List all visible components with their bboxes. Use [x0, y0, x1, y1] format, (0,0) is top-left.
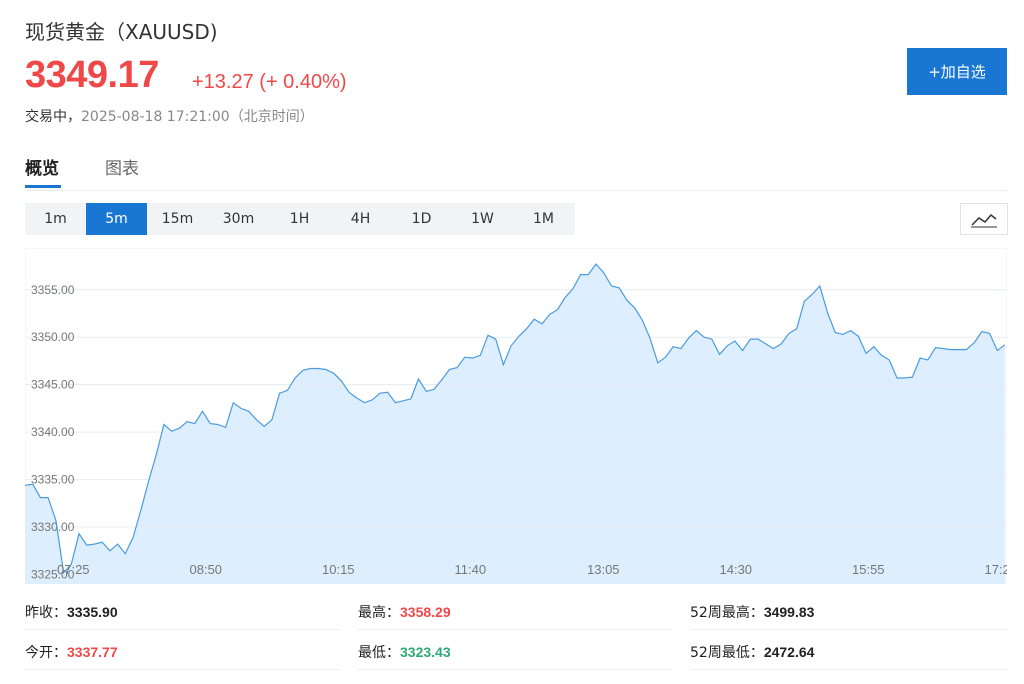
divider — [358, 629, 673, 630]
timestamp: 2025-08-18 17:21:00（北京时间） — [81, 109, 314, 125]
period-1mo[interactable]: 1M — [533, 211, 554, 227]
stat-label: 昨收： — [25, 605, 67, 621]
period-selector: 1m 5m 15m 30m 1H 4H 1D 1W 1M — [25, 203, 575, 235]
y-tick-label: 3355.00 — [31, 283, 75, 297]
stat-label: 52周最高： — [690, 605, 764, 621]
price-line — [24, 263, 1006, 574]
stat-value: 2472.64 — [763, 644, 815, 660]
stat-52w-high: 52周最高：3499.83 — [690, 602, 814, 622]
line-chart-icon — [971, 213, 997, 228]
period-5m[interactable]: 5m — [86, 203, 147, 235]
stat-value: 3323.43 — [400, 644, 451, 660]
trading-status: 交易中，2025-08-18 17:21:00（北京时间） — [25, 106, 314, 126]
y-tick-label: 3335.00 — [31, 473, 75, 487]
price-chart[interactable]: 3325.00 3330.00 3335.00 3340.00 3345.00 3350.… — [24, 247, 1010, 585]
page-title: 现货黄金（XAUUSD) — [25, 20, 218, 44]
divider — [690, 669, 1007, 670]
active-tab-indicator — [25, 185, 61, 188]
stat-label: 52周最低： — [690, 645, 764, 661]
tab-chart[interactable]: 图表 — [105, 159, 139, 179]
tab-bar: 概览 图表 — [25, 150, 1007, 191]
x-tick-label: 07:25 — [57, 562, 90, 577]
stat-prev-close: 昨收：3335.90 — [25, 602, 118, 622]
stat-label: 最低： — [358, 645, 400, 661]
stat-52w-low: 52周最低：2472.64 — [690, 642, 814, 662]
divider — [25, 669, 340, 670]
x-tick-label: 14:30 — [720, 562, 753, 577]
status-text: 交易中， — [25, 109, 81, 125]
divider — [690, 629, 1007, 630]
stat-label: 今开： — [25, 645, 67, 661]
period-1h[interactable]: 1H — [289, 211, 310, 227]
stat-label: 最高： — [358, 605, 400, 621]
current-price: 3349.17 — [25, 54, 159, 96]
period-30m[interactable]: 30m — [222, 211, 255, 227]
period-1w[interactable]: 1W — [471, 211, 494, 227]
stat-open: 今开：3337.77 — [25, 642, 118, 662]
y-tick-label: 3340.00 — [31, 425, 75, 439]
y-tick-label: 3345.00 — [31, 378, 75, 392]
y-tick-label: 3330.00 — [31, 520, 75, 534]
stat-value: 3335.90 — [67, 604, 118, 620]
x-tick-label: 15:55 — [852, 562, 885, 577]
price-chart-svg: 3325.003330.003335.003340.003345.003350.… — [24, 247, 1010, 585]
stat-value: 3358.29 — [400, 604, 451, 620]
stat-low: 最低：3323.43 — [358, 642, 451, 662]
x-tick-label: 13:05 — [587, 562, 620, 577]
divider — [358, 669, 673, 670]
chart-type-button[interactable] — [960, 203, 1008, 235]
stat-high: 最高：3358.29 — [358, 602, 451, 622]
stat-value: 3337.77 — [67, 644, 118, 660]
x-tick-label: 17:2 — [985, 562, 1008, 577]
period-1d[interactable]: 1D — [411, 211, 432, 227]
stat-value: 3499.83 — [763, 604, 815, 620]
y-tick-label: 3350.00 — [31, 330, 75, 344]
price-area-fill — [25, 264, 1005, 584]
period-4h[interactable]: 4H — [350, 211, 371, 227]
x-tick-label: 10:15 — [322, 562, 355, 577]
price-change: +13.27 (+ 0.40%) — [192, 71, 347, 93]
period-15m[interactable]: 15m — [161, 211, 194, 227]
x-tick-label: 08:50 — [190, 562, 223, 577]
tab-overview[interactable]: 概览 — [25, 159, 59, 179]
period-1m[interactable]: 1m — [44, 211, 67, 227]
x-tick-label: 11:40 — [455, 562, 487, 577]
add-to-watchlist-button[interactable]: +加自选 — [907, 48, 1007, 95]
divider — [25, 629, 340, 630]
